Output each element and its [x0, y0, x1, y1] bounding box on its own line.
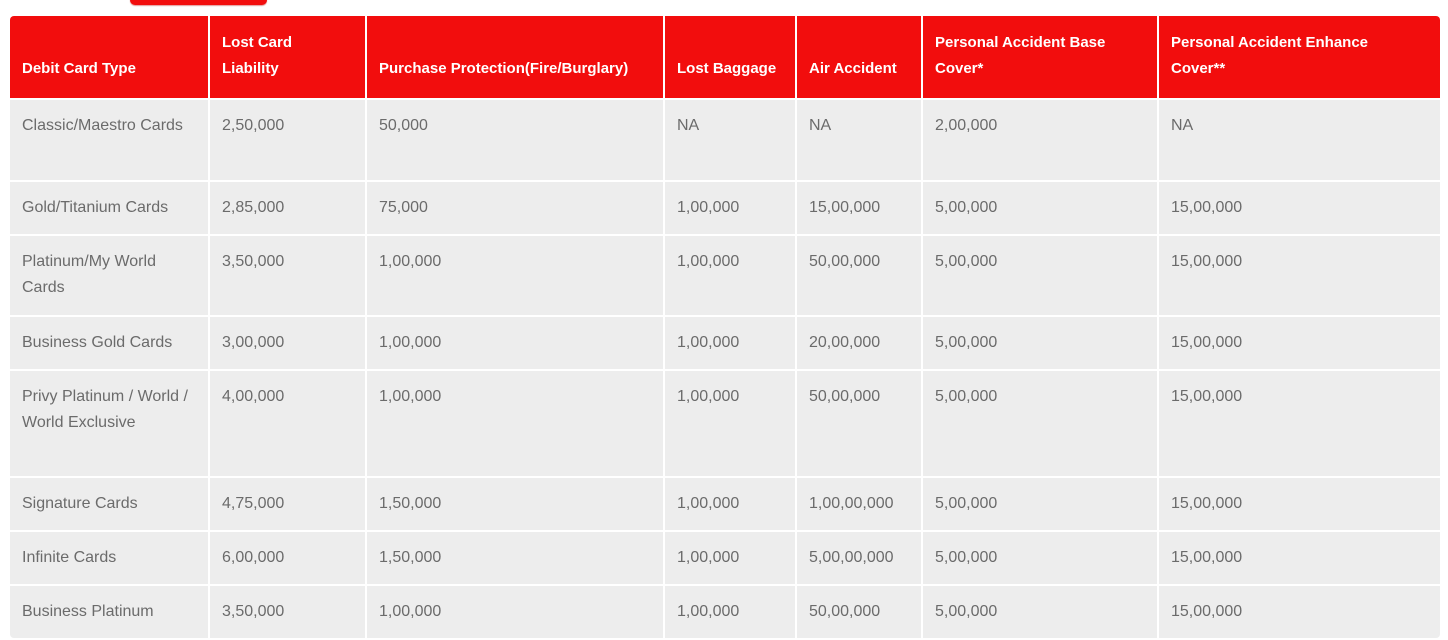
column-header-air-accident: Air Accident [797, 16, 921, 98]
table-row: Privy Platinum / World / World Exclusive… [10, 371, 1440, 476]
clipped-tab-indicator[interactable] [130, 0, 267, 5]
cell-air-accident: 1,00,00,000 [797, 478, 921, 530]
cell-card-type: Business Gold Cards [10, 317, 208, 369]
cell-personal-accident-base: 5,00,000 [923, 478, 1157, 530]
cell-lost-baggage: 1,00,000 [665, 182, 795, 234]
cell-personal-accident-enhance: 15,00,000 [1159, 532, 1440, 584]
cell-personal-accident-base: 5,00,000 [923, 317, 1157, 369]
table-row: Gold/Titanium Cards 2,85,000 75,000 1,00… [10, 182, 1440, 234]
cell-lost-card-liability: 3,50,000 [210, 236, 365, 315]
column-header-personal-accident-enhance: Personal Accident Enhance Cover** [1159, 16, 1440, 98]
cell-lost-baggage: 1,00,000 [665, 371, 795, 476]
cell-air-accident: 5,00,00,000 [797, 532, 921, 584]
cell-purchase-protection: 1,00,000 [367, 371, 663, 476]
cell-card-type: Classic/Maestro Cards [10, 100, 208, 180]
cell-personal-accident-enhance: 15,00,000 [1159, 586, 1440, 638]
table-row: Infinite Cards 6,00,000 1,50,000 1,00,00… [10, 532, 1440, 584]
cell-personal-accident-enhance: 15,00,000 [1159, 478, 1440, 530]
cell-purchase-protection: 1,00,000 [367, 317, 663, 369]
cell-personal-accident-base: 5,00,000 [923, 182, 1157, 234]
cell-lost-card-liability: 4,00,000 [210, 371, 365, 476]
cell-air-accident: 15,00,000 [797, 182, 921, 234]
cell-lost-card-liability: 6,00,000 [210, 532, 365, 584]
cell-lost-card-liability: 2,50,000 [210, 100, 365, 180]
cell-personal-accident-enhance: 15,00,000 [1159, 371, 1440, 476]
column-header-debit-card-type: Debit Card Type [10, 16, 208, 98]
table-header: Debit Card Type Lost Card Liability Purc… [10, 16, 1440, 98]
cell-card-type: Signature Cards [10, 478, 208, 530]
cell-card-type: Infinite Cards [10, 532, 208, 584]
column-header-personal-accident-base: Personal Accident Base Cover* [923, 16, 1157, 98]
cell-lost-card-liability: 3,00,000 [210, 317, 365, 369]
table-row: Classic/Maestro Cards 2,50,000 50,000 NA… [10, 100, 1440, 180]
cell-purchase-protection: 75,000 [367, 182, 663, 234]
table-row: Business Platinum 3,50,000 1,00,000 1,00… [10, 586, 1440, 638]
cell-purchase-protection: 1,50,000 [367, 478, 663, 530]
cell-purchase-protection: 1,50,000 [367, 532, 663, 584]
cell-lost-card-liability: 4,75,000 [210, 478, 365, 530]
table-row: Signature Cards 4,75,000 1,50,000 1,00,0… [10, 478, 1440, 530]
cell-personal-accident-enhance: 15,00,000 [1159, 236, 1440, 315]
cell-purchase-protection: 1,00,000 [367, 236, 663, 315]
cell-personal-accident-enhance: 15,00,000 [1159, 182, 1440, 234]
cell-lost-card-liability: 2,85,000 [210, 182, 365, 234]
cell-personal-accident-base: 5,00,000 [923, 236, 1157, 315]
cell-lost-baggage: 1,00,000 [665, 317, 795, 369]
cell-lost-card-liability: 3,50,000 [210, 586, 365, 638]
cell-air-accident: NA [797, 100, 921, 180]
cell-personal-accident-base: 5,00,000 [923, 586, 1157, 638]
cell-lost-baggage: 1,00,000 [665, 236, 795, 315]
cell-air-accident: 50,00,000 [797, 236, 921, 315]
cell-card-type: Privy Platinum / World / World Exclusive [10, 371, 208, 476]
table-row: Business Gold Cards 3,00,000 1,00,000 1,… [10, 317, 1440, 369]
column-header-purchase-protection: Purchase Protection(Fire/Burglary) [367, 16, 663, 98]
cell-lost-baggage: 1,00,000 [665, 532, 795, 584]
table-row: Platinum/My World Cards 3,50,000 1,00,00… [10, 236, 1440, 315]
cell-personal-accident-enhance: NA [1159, 100, 1440, 180]
cell-air-accident: 50,00,000 [797, 586, 921, 638]
cell-purchase-protection: 50,000 [367, 100, 663, 180]
cell-purchase-protection: 1,00,000 [367, 586, 663, 638]
column-header-lost-baggage: Lost Baggage [665, 16, 795, 98]
header-row: Debit Card Type Lost Card Liability Purc… [10, 16, 1440, 98]
cell-air-accident: 50,00,000 [797, 371, 921, 476]
column-header-lost-card-liability: Lost Card Liability [210, 16, 365, 98]
cell-personal-accident-base: 5,00,000 [923, 532, 1157, 584]
cell-personal-accident-base: 5,00,000 [923, 371, 1157, 476]
table-body: Classic/Maestro Cards 2,50,000 50,000 NA… [10, 100, 1440, 638]
cell-personal-accident-base: 2,00,000 [923, 100, 1157, 180]
cell-lost-baggage: NA [665, 100, 795, 180]
cell-air-accident: 20,00,000 [797, 317, 921, 369]
insurance-coverage-table: Debit Card Type Lost Card Liability Purc… [8, 14, 1442, 640]
cell-lost-baggage: 1,00,000 [665, 586, 795, 638]
cell-personal-accident-enhance: 15,00,000 [1159, 317, 1440, 369]
cell-lost-baggage: 1,00,000 [665, 478, 795, 530]
cell-card-type: Platinum/My World Cards [10, 236, 208, 315]
cell-card-type: Business Platinum [10, 586, 208, 638]
cell-card-type: Gold/Titanium Cards [10, 182, 208, 234]
